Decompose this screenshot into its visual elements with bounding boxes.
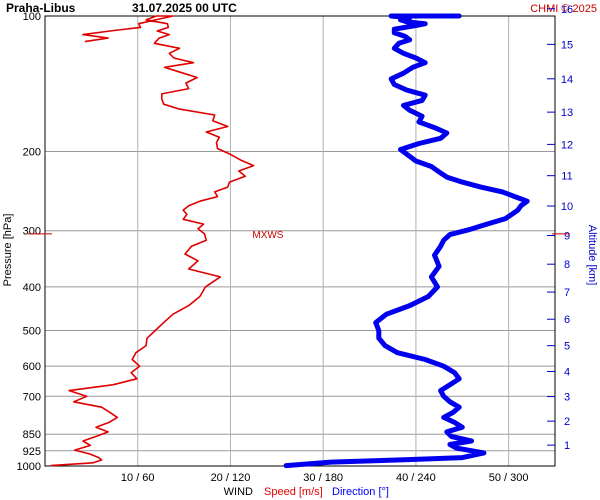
pressure-tick-label: 1000 [17, 461, 41, 473]
mxws-annotation: MXWS [28, 230, 570, 241]
wind-tick-label: 20 / 120 [211, 472, 251, 484]
altitude-tick-label: 1 [564, 440, 570, 452]
altitude-tick-label: 4 [564, 366, 570, 378]
altitude-tick-label: 5 [564, 341, 570, 353]
pressure-tick-label: 300 [23, 226, 41, 238]
altitude-tick-label: 3 [564, 392, 570, 404]
altitude-tick-label: 8 [564, 259, 570, 271]
wind-axis: 10 / 60 20 / 120 30 / 180 40 / 240 50 / 300 [121, 472, 529, 484]
pressure-tick-label: 850 [23, 429, 41, 441]
credit-label: CHMI © 2025 [530, 3, 597, 15]
datetime-title: 31.07.2025 00 UTC [132, 1, 237, 15]
altitude-tick-label: 13 [561, 107, 573, 119]
pressure-tick-label: 700 [23, 391, 41, 403]
speed-series-line [50, 15, 255, 467]
pressure-tick-label: 500 [23, 326, 41, 338]
altitude-tick-label: 15 [561, 39, 573, 51]
direction-legend-label: Direction [°] [332, 486, 389, 498]
altitude-tick-label: 12 [561, 139, 573, 151]
direction-series-line [283, 13, 530, 469]
wind-label: WIND [224, 486, 253, 498]
pressure-tick-label: 400 [23, 282, 41, 294]
wind-tick-label: 30 / 180 [303, 472, 343, 484]
pressure-tick-label: 600 [23, 361, 41, 373]
speed-legend-label: Speed [m/s] [264, 486, 323, 498]
altitude-tick-label: 11 [561, 171, 572, 183]
altitude-tick-label: 7 [564, 287, 570, 299]
altitude-tick-label: 16 [561, 4, 573, 16]
pressure-axis: 100 200 300 400 500 600 700 850 925 1000 [17, 11, 41, 473]
station-title: Praha-Libus [6, 1, 76, 15]
wind-tick-label: 10 / 60 [121, 472, 155, 484]
altitude-tick-label: 10 [561, 201, 573, 213]
altitude-tick-label: 2 [564, 416, 570, 428]
mxws-label: MXWS [252, 230, 283, 241]
pressure-tick-label: 100 [23, 11, 41, 23]
altitude-axis-label: Altitude [km] [586, 225, 598, 286]
pressure-axis-label: Pressure [hPa] [2, 214, 14, 287]
wind-tick-label: 50 / 300 [489, 472, 529, 484]
altitude-tick-label: 9 [564, 231, 570, 243]
altitude-tick-label: 6 [564, 314, 570, 326]
pressure-tick-label: 925 [23, 446, 41, 458]
pressure-tick-label: 200 [23, 146, 41, 158]
wind-tick-label: 40 / 240 [396, 472, 436, 484]
altitude-tick-label: 14 [561, 74, 573, 86]
